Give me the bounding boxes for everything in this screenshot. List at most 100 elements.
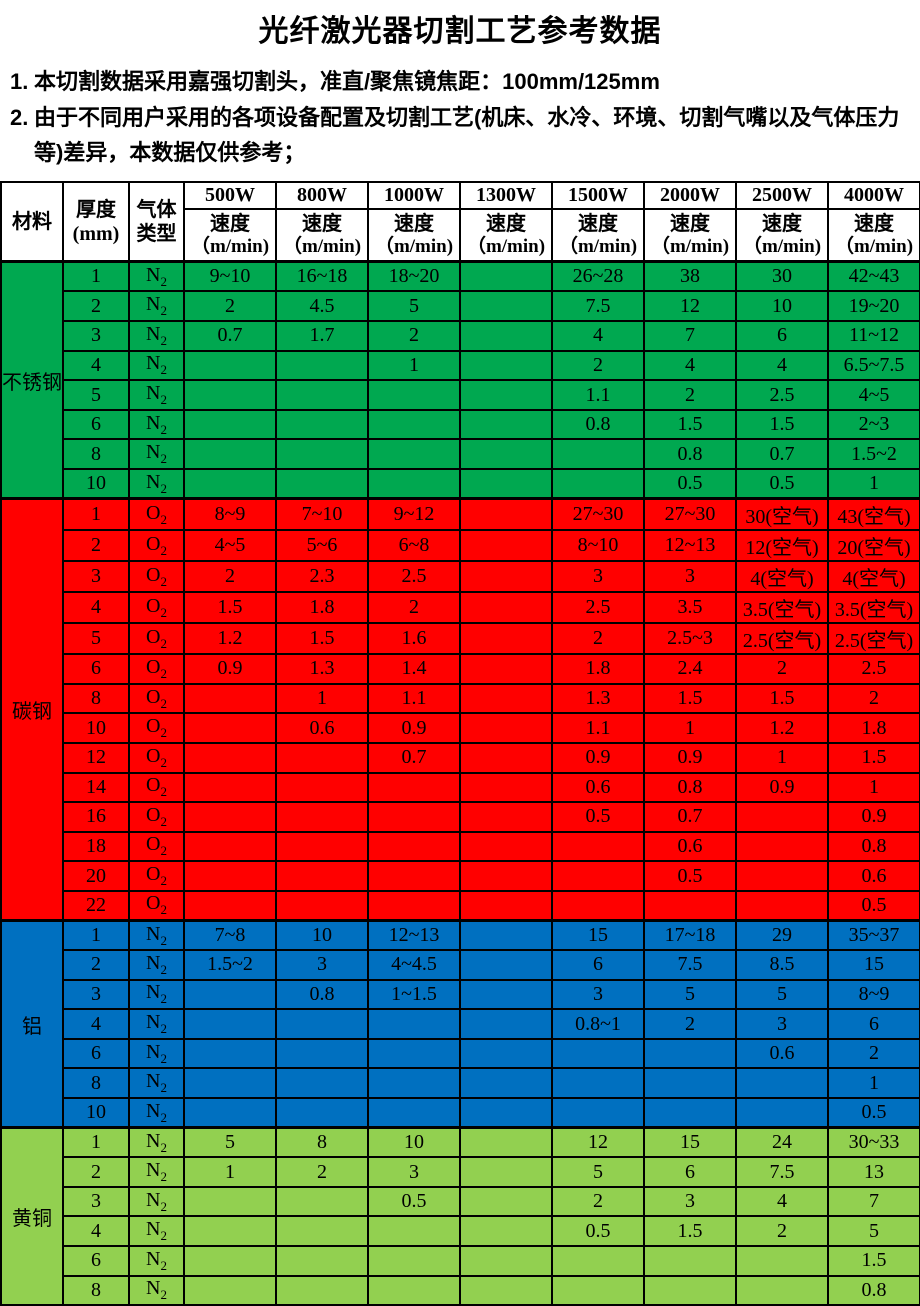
speed-cell: 12: [551, 1126, 645, 1159]
speed-cell: 1.5: [183, 591, 277, 625]
speed-cell: 3.5(空气): [827, 591, 920, 625]
table-row: 铝 1 N2 7~8 10 12~13 15 17~18 29 35~37: [0, 918, 920, 1129]
speed-cell: [183, 1008, 277, 1040]
speed-cell: 0.8: [827, 830, 920, 863]
speed-cell: 2: [183, 560, 277, 594]
speed-cell: [183, 682, 277, 715]
gas-cell: N2: [128, 379, 185, 411]
thickness-cell: 16: [62, 801, 130, 833]
speed-cell: 7: [827, 1185, 920, 1218]
table-row: 14 O2 0.6 0.8 0.9 1: [1, 771, 920, 804]
speed-cell: [459, 438, 553, 471]
table-row: 8 N2 0.8 0.7 1.5~2: [1, 438, 920, 471]
speed-cell: 0.9: [183, 653, 277, 685]
speed-cell: 1.5: [827, 741, 920, 774]
speed-cell: 4~5: [183, 529, 277, 563]
speed-cell: [367, 1067, 461, 1100]
table-row: 10 N2 0.5 0.5 1: [1, 468, 920, 500]
table-header: 材料 厚度 (mm) 气体 类型 500W 800W 1000W 1300W 1…: [0, 180, 920, 263]
table-row: 5 O2 1.2 1.5 1.6 2 2.5~3 2.5(空气) 2.5(空气): [1, 622, 920, 656]
speed-cell: [459, 591, 553, 625]
speed-cell: 3: [735, 1008, 829, 1040]
speed-header: 速度 （m/min): [551, 207, 645, 263]
speed-cell: [459, 860, 553, 892]
material-header: 材料: [0, 180, 64, 263]
gas-cell: N2: [128, 1097, 185, 1129]
table-row: 黄铜 1 N2 5 8 10 12 15 24 30~33: [0, 1126, 920, 1306]
speed-cell: [459, 1037, 553, 1070]
thickness-cell: 4: [62, 591, 130, 625]
speed-cell: 2.3: [275, 560, 369, 594]
speed-cell: [367, 801, 461, 833]
speed-cell: 0.5: [827, 889, 920, 922]
speed-cell: [551, 1274, 645, 1306]
speed-cell: 0.6: [735, 1037, 829, 1070]
speed-cell: 1.2: [183, 622, 277, 656]
speed-cell: [459, 1245, 553, 1277]
speed-cell: [183, 379, 277, 411]
speed-cell: [367, 1037, 461, 1070]
speed-cell: [183, 468, 277, 500]
speed-cell: [275, 438, 369, 471]
thickness-cell: 10: [62, 712, 130, 744]
speed-cell: [459, 1185, 553, 1218]
speed-cell: [275, 741, 369, 774]
speed-cell: 1: [827, 468, 920, 500]
gas-cell: O2: [128, 801, 185, 833]
speed-cell: 1.3: [275, 653, 369, 685]
speed-cell: [459, 1156, 553, 1188]
power-header-2500w: 2500W: [735, 180, 829, 210]
gas-cell: N2: [128, 438, 185, 471]
speed-cell: 1: [183, 1156, 277, 1188]
speed-cell: [459, 1008, 553, 1040]
speed-cell: [459, 408, 553, 441]
speed-cell: 1.3: [551, 682, 645, 715]
gas-header-line2: 类型: [136, 222, 177, 245]
speed-cell: [183, 978, 277, 1011]
speed-cell: 1.1: [367, 682, 461, 715]
speed-cell: [459, 1274, 553, 1306]
speed-cell: 8: [275, 1126, 369, 1159]
notes: 1. 本切割数据采用嘉强切割头，准直/聚焦镜焦距：100mm/125mm 2. 由于不…: [10, 64, 914, 171]
speed-cell: 1: [827, 771, 920, 804]
speed-cell: [367, 1245, 461, 1277]
table-row: 5 N2 1.1 2 2.5 4~5: [1, 379, 920, 411]
speed-cell: 1.5: [827, 1245, 920, 1277]
speed-cell: 2.5(空气): [735, 622, 829, 656]
speed-cell: [735, 1245, 829, 1277]
speed-cell: 0.8: [643, 771, 737, 804]
speed-cell: 4.5: [275, 290, 369, 323]
power-header-1000w: 1000W: [367, 180, 461, 210]
speed-cell: [367, 1097, 461, 1129]
speed-cell: [735, 830, 829, 863]
material-cell: 不锈钢: [0, 260, 64, 500]
speed-cell: [551, 860, 645, 892]
speed-cell: 9~10: [183, 260, 277, 293]
speed-cell: [367, 1274, 461, 1306]
speed-cell: [367, 1215, 461, 1247]
speed-cell: [275, 1097, 369, 1129]
thickness-cell: 8: [62, 438, 130, 471]
thickness-cell: 8: [62, 682, 130, 715]
speed-cell: [183, 349, 277, 382]
gas-cell: N2: [128, 1185, 185, 1218]
speed-cell: [367, 408, 461, 441]
thickness-cell: 1: [62, 260, 130, 293]
speed-cell: 30: [735, 260, 829, 293]
speed-cell: [367, 438, 461, 471]
speed-header: 速度 （m/min): [183, 207, 277, 263]
table-row: 6 O2 0.9 1.3 1.4 1.8 2.4 2 2.5: [1, 653, 920, 685]
gas-cell: O2: [128, 712, 185, 744]
speed-cell: [183, 1037, 277, 1070]
gas-cell: N2: [128, 320, 185, 352]
speed-cell: 5: [643, 978, 737, 1011]
speed-cell: [275, 349, 369, 382]
speed-cell: 13: [827, 1156, 920, 1188]
gas-cell: O2: [128, 741, 185, 774]
speed-cell: [275, 1037, 369, 1070]
speed-cell: 0.5: [643, 860, 737, 892]
table-row: 3 O2 2 2.3 2.5 3 3 4(空气) 4(空气): [1, 560, 920, 594]
speed-cell: 0.8~1: [551, 1008, 645, 1040]
speed-cell: [459, 889, 553, 922]
speed-cell: 20(空气): [827, 529, 920, 563]
